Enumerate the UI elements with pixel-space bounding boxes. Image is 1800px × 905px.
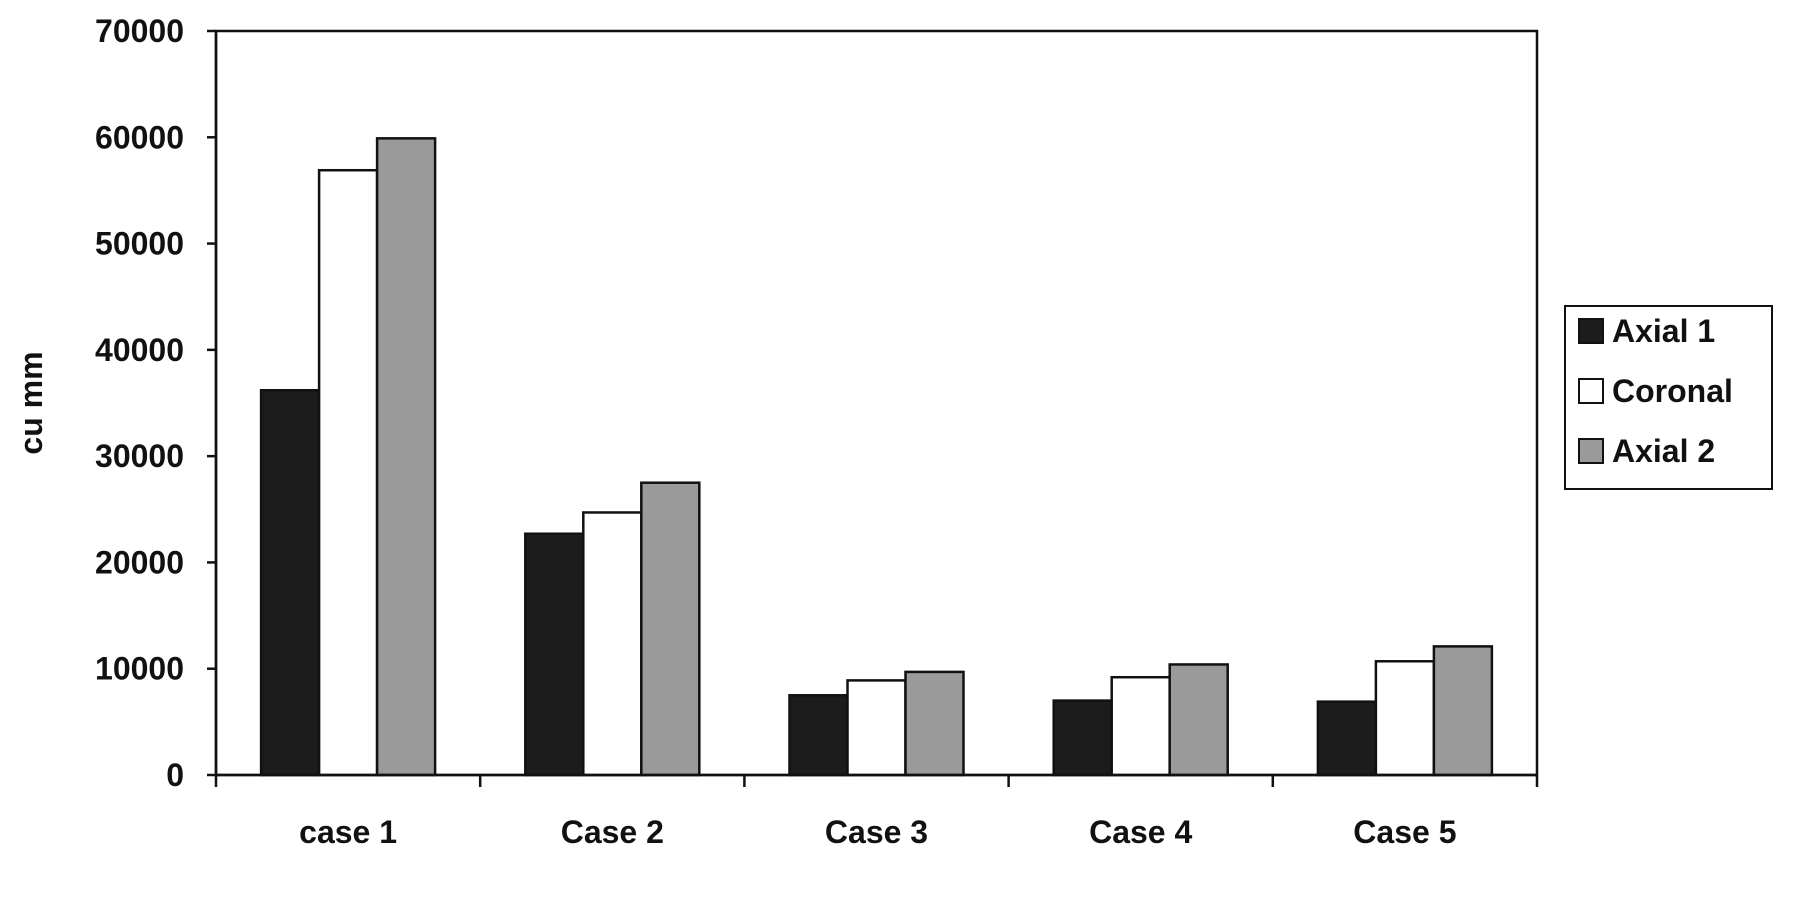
legend-label: Axial 1 <box>1612 313 1715 349</box>
legend-swatch-coronal <box>1578 378 1604 404</box>
y-tick-label: 40000 <box>95 332 184 368</box>
legend-label: Axial 2 <box>1612 433 1715 469</box>
bar-axial-2 <box>904 670 965 777</box>
x-tick-label: Case 3 <box>825 814 928 850</box>
y-tick-label: 10000 <box>95 651 184 687</box>
x-axis: case 1 Case 2 Case 3 Case 4 Case 5 <box>214 773 1539 850</box>
bar-axial-1 <box>524 532 585 777</box>
bar-axial-1 <box>1052 699 1113 777</box>
y-tick-label: 0 <box>166 757 184 793</box>
bar-coronal <box>1374 660 1436 777</box>
y-axis: 0 10000 20000 30000 40000 50000 60000 70000 <box>95 13 218 793</box>
bar-coronal <box>317 168 379 777</box>
bar-coronal <box>1110 675 1171 777</box>
bar-axial-1 <box>259 388 321 777</box>
y-tick-label: 20000 <box>95 544 184 580</box>
bar-axial-1 <box>1316 700 1378 777</box>
bar-axial-2 <box>375 137 437 777</box>
bar-axial-2 <box>1168 663 1229 777</box>
y-tick-label: 50000 <box>95 226 184 262</box>
x-tick-label: Case 4 <box>1089 814 1192 850</box>
legend-swatch-axial-1 <box>1578 318 1604 344</box>
x-tick-label: Case 2 <box>561 814 664 850</box>
bars-layer <box>259 137 1494 777</box>
y-tick-label: 30000 <box>95 438 184 474</box>
legend: Axial 1 Coronal Axial 2 <box>1564 305 1773 490</box>
bar-coronal <box>846 679 907 777</box>
bar-axial-1 <box>788 694 849 777</box>
legend-label: Coronal <box>1612 373 1733 409</box>
y-axis-title: cu mm <box>13 351 49 454</box>
x-tick-label: case 1 <box>299 814 397 850</box>
legend-swatch-axial-2 <box>1578 438 1604 464</box>
bar-axial-2 <box>640 481 701 777</box>
bar-axial-2 <box>1432 645 1494 777</box>
bar-coronal <box>582 511 643 777</box>
y-tick-label: 60000 <box>95 119 184 155</box>
x-tick-label: Case 5 <box>1353 814 1456 850</box>
y-tick-label: 70000 <box>95 13 184 49</box>
